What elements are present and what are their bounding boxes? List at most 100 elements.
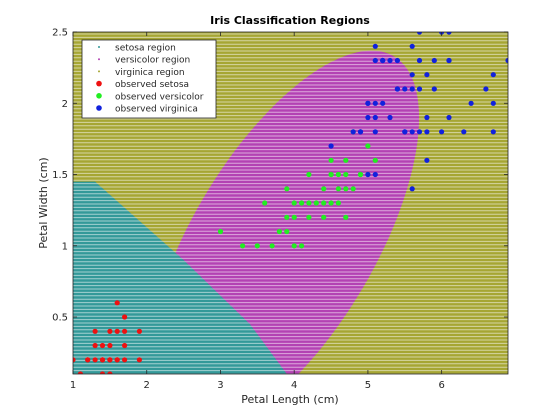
observed-versicolor-point (306, 214, 312, 220)
x-tick-label: 6 (438, 380, 444, 391)
observed-versicolor-point (328, 200, 334, 206)
observed-versicolor-point (365, 143, 371, 149)
observed-setosa-point (92, 328, 98, 334)
observed-setosa-point (107, 371, 113, 374)
observed-virginica-point (416, 32, 423, 35)
y-axis-label: Petal Width (cm) (37, 157, 50, 248)
observed-virginica-point (416, 57, 423, 64)
observed-virginica-point (350, 129, 356, 135)
y-tick-label: 1 (62, 241, 68, 252)
observed-virginica-point (380, 57, 386, 64)
observed-virginica-point (424, 157, 430, 163)
observed-virginica-point (387, 57, 393, 64)
observed-versicolor-point (217, 228, 224, 235)
observed-versicolor-point (276, 228, 282, 235)
observed-versicolor-point (372, 157, 378, 163)
observed-virginica-point (328, 143, 334, 149)
observed-versicolor-point (299, 243, 305, 249)
observed-virginica-point (505, 57, 508, 64)
observed-versicolor-point (328, 171, 334, 178)
observed-virginica-point (439, 129, 445, 135)
observed-virginica-point (446, 114, 452, 121)
legend-box (81, 39, 217, 119)
observed-versicolor-point (321, 214, 327, 220)
observed-versicolor-point (357, 171, 364, 178)
observed-setosa-point (122, 328, 128, 334)
observed-setosa-point (114, 300, 120, 306)
observed-virginica-point (365, 100, 371, 106)
observed-virginica-point (409, 186, 415, 192)
observed-virginica-point (387, 114, 393, 121)
observed-versicolor-point (262, 200, 268, 206)
legend-label: versicolor region (115, 56, 190, 66)
observed-versicolor-point (343, 214, 349, 220)
observed-virginica-point (372, 129, 378, 135)
observed-virginica-point (409, 43, 415, 49)
observed-setosa-point (92, 342, 98, 349)
observed-versicolor-point (291, 214, 297, 220)
axes-box (72, 31, 509, 375)
observed-setosa-point (114, 328, 120, 334)
observed-virginica-point (416, 129, 423, 135)
observed-versicolor-point (335, 186, 341, 192)
observed-versicolor-point (306, 171, 312, 178)
observed-virginica-point (424, 129, 430, 135)
legend-swatch (98, 70, 100, 73)
observed-versicolor-point (328, 157, 334, 163)
legend-swatch (96, 93, 102, 99)
observed-versicolor-point (284, 186, 290, 192)
observed-setosa-point (122, 342, 128, 349)
legend-label: observed virginica (115, 105, 198, 115)
observed-setosa-point (99, 342, 106, 349)
legend: setosa region versicolor region virginica … (81, 39, 217, 119)
observed-versicolor-point (299, 200, 305, 206)
observed-versicolor-point (335, 171, 341, 178)
observed-versicolor-point (291, 200, 297, 206)
legend-swatch (96, 105, 102, 111)
observed-virginica-point (461, 129, 467, 135)
observed-versicolor-point (284, 228, 290, 235)
observed-virginica-point (431, 86, 437, 92)
legend-label: setosa region (115, 44, 176, 54)
observed-virginica-point (409, 72, 415, 78)
observed-setosa-point (114, 357, 120, 363)
observed-virginica-point (483, 86, 489, 92)
observed-virginica-point (431, 57, 437, 64)
observed-setosa-point (136, 328, 142, 334)
axis-ticks: 1 2 3 4 5 6 0.5 1 1.5 2 2.5 (52, 28, 508, 391)
observed-virginica-point (468, 100, 474, 106)
observed-virginica-point (416, 86, 423, 92)
observed-virginica-point (446, 57, 452, 64)
legend-swatch (98, 46, 100, 48)
observed-setosa-point (85, 357, 91, 363)
observed-setosa-point (136, 357, 142, 363)
observed-versicolor-point (254, 243, 260, 249)
x-axis-label: Petal Length (cm) (241, 393, 338, 406)
observed-virginica-point (424, 72, 430, 78)
x-tick-label: 4 (291, 380, 297, 391)
chart-title: Iris Classification Regions (210, 14, 370, 27)
observed-virginica-point (365, 171, 371, 178)
observed-virginica-point (372, 114, 378, 121)
x-tick-label: 2 (144, 380, 150, 391)
observed-virginica-point (394, 57, 400, 64)
observed-virginica-point (402, 86, 408, 92)
observed-versicolor-point (343, 171, 349, 178)
observed-versicolor-point (321, 200, 327, 206)
observed-setosa-point (122, 314, 128, 320)
observed-virginica-point (380, 100, 386, 106)
observed-versicolor-point (350, 186, 356, 192)
observed-virginica-point (372, 57, 378, 64)
observed-versicolor-point (343, 186, 349, 192)
observed-versicolor-point (240, 243, 246, 249)
legend-swatch (98, 58, 100, 61)
observed-virginica-point (372, 171, 378, 178)
observed-versicolor-point (291, 243, 297, 249)
observed-virginica-point (372, 100, 378, 106)
y-tick-label: 1.5 (52, 170, 68, 181)
observed-setosa-point (99, 357, 106, 363)
observed-versicolor-point (335, 200, 341, 206)
observed-virginica-point (446, 32, 452, 35)
y-tick-label: 2 (62, 99, 68, 110)
observed-virginica-point (402, 129, 408, 135)
